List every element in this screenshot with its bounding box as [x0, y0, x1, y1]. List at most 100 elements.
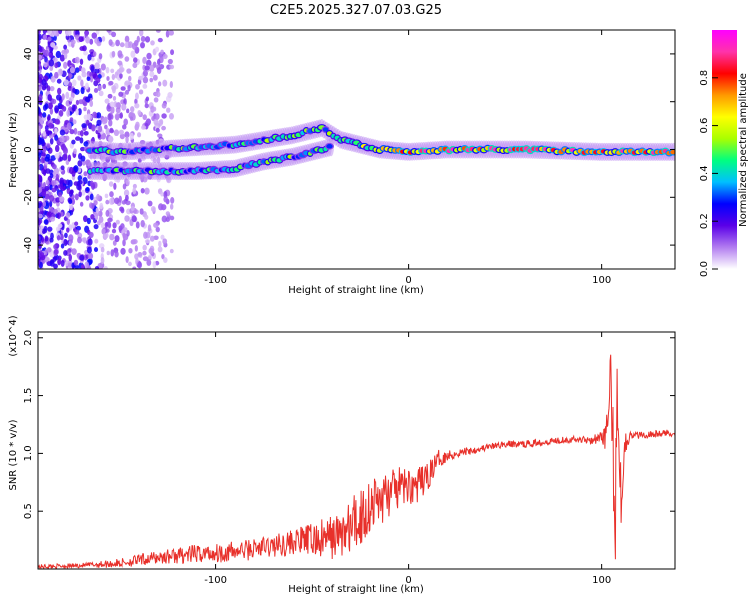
- noise-speckle: [38, 46, 43, 53]
- noise-speckle: [49, 86, 55, 92]
- noise-speckle: [115, 219, 120, 225]
- noise-speckle: [124, 80, 130, 86]
- noise-speckle: [126, 108, 130, 114]
- noise-speckle: [154, 113, 160, 120]
- noise-speckle: [119, 206, 124, 212]
- noise-speckle: [115, 102, 121, 108]
- noise-speckle: [94, 265, 100, 269]
- noise-speckle: [133, 57, 138, 63]
- noise-speckle: [46, 143, 51, 149]
- noise-speckle: [94, 68, 100, 74]
- noise-speckle: [121, 200, 126, 205]
- noise-speckle: [63, 249, 68, 256]
- noise-speckle: [137, 132, 142, 138]
- noise-speckle: [134, 245, 138, 252]
- noise-speckle: [142, 244, 147, 251]
- noise-speckle: [153, 235, 159, 241]
- noise-speckle: [149, 71, 155, 78]
- noise-speckle: [53, 34, 57, 42]
- noise-speckle: [53, 45, 58, 50]
- noise-speckle: [71, 104, 76, 112]
- noise-speckle: [62, 147, 68, 155]
- noise-speckle: [94, 37, 99, 44]
- noise-speckle: [57, 223, 63, 229]
- noise-speckle: [153, 222, 159, 228]
- noise-speckle: [154, 46, 160, 53]
- snr-frame: [37, 331, 676, 570]
- noise-speckle: [38, 76, 43, 84]
- noise-speckle: [147, 224, 152, 232]
- noise-speckle: [38, 116, 42, 123]
- noise-speckle: [48, 122, 53, 129]
- noise-speckle: [89, 38, 94, 45]
- noise-speckle: [153, 118, 159, 126]
- noise-speckle: [93, 200, 98, 206]
- noise-speckle: [49, 259, 55, 267]
- noise-speckle: [91, 56, 95, 62]
- noise-speckle: [93, 224, 99, 230]
- noise-speckle: [103, 231, 109, 239]
- noise-speckle: [42, 130, 47, 137]
- noise-speckle: [51, 98, 57, 105]
- noise-speckle: [105, 199, 110, 205]
- noise-speckle: [81, 123, 87, 129]
- noise-speckle: [130, 112, 135, 118]
- snr-x-ticks: -100 0 100: [204, 332, 611, 586]
- noise-speckle: [38, 125, 42, 133]
- noise-speckle: [142, 83, 148, 89]
- noise-speckle: [58, 191, 63, 198]
- noise-speckle: [55, 173, 59, 180]
- noise-speckle: [47, 130, 53, 135]
- noise-speckle: [83, 215, 88, 223]
- noise-speckle: [51, 163, 57, 170]
- noise-speckle: [81, 189, 86, 196]
- noise-speckle: [125, 136, 129, 144]
- noise-speckle: [97, 132, 101, 139]
- noise-speckle: [114, 197, 120, 205]
- colorbar-tick-label: 0.8: [699, 70, 710, 86]
- noise-speckle: [51, 179, 57, 186]
- noise-speckle: [98, 125, 103, 133]
- noise-speckle: [58, 110, 64, 117]
- noise-speckle: [104, 221, 109, 228]
- noise-speckle: [149, 235, 155, 242]
- noise-speckle: [45, 168, 51, 174]
- noise-speckle: [87, 54, 92, 61]
- noise-speckle: [58, 30, 63, 35]
- noise-speckle: [125, 256, 129, 263]
- noise-speckle: [150, 206, 156, 212]
- noise-speckle: [168, 112, 175, 120]
- noise-speckle: [73, 148, 77, 155]
- y-tick-label: -40: [23, 237, 34, 253]
- noise-speckle: [65, 91, 70, 100]
- noise-speckle: [131, 215, 137, 223]
- noise-speckle: [108, 181, 114, 187]
- noise-speckle: [57, 258, 61, 266]
- noise-speckle: [132, 187, 137, 195]
- noise-speckle: [136, 35, 140, 43]
- noise-speckle: [108, 80, 114, 86]
- noise-speckle: [132, 266, 137, 269]
- noise-speckle: [112, 95, 117, 101]
- noise-speckle: [79, 201, 84, 207]
- noise-speckle: [74, 221, 79, 226]
- noise-speckle: [114, 235, 120, 243]
- noise-speckle: [68, 254, 72, 262]
- noise-speckle: [169, 203, 174, 210]
- noise-speckle: [53, 249, 59, 255]
- noise-speckle: [157, 246, 163, 253]
- noise-speckle: [135, 83, 140, 90]
- noise-speckle: [79, 254, 85, 261]
- noise-speckle: [95, 207, 99, 214]
- noise-speckle: [134, 103, 140, 109]
- noise-speckle: [85, 186, 90, 192]
- noise-speckle: [138, 75, 144, 81]
- noise-speckle: [144, 214, 149, 220]
- noise-speckle: [115, 39, 121, 47]
- noise-speckle: [41, 191, 47, 197]
- ridge-core: [322, 127, 329, 132]
- noise-speckle: [54, 153, 60, 159]
- noise-speckle: [143, 231, 148, 239]
- noise-speckle: [159, 118, 164, 125]
- noise-speckle: [108, 119, 113, 127]
